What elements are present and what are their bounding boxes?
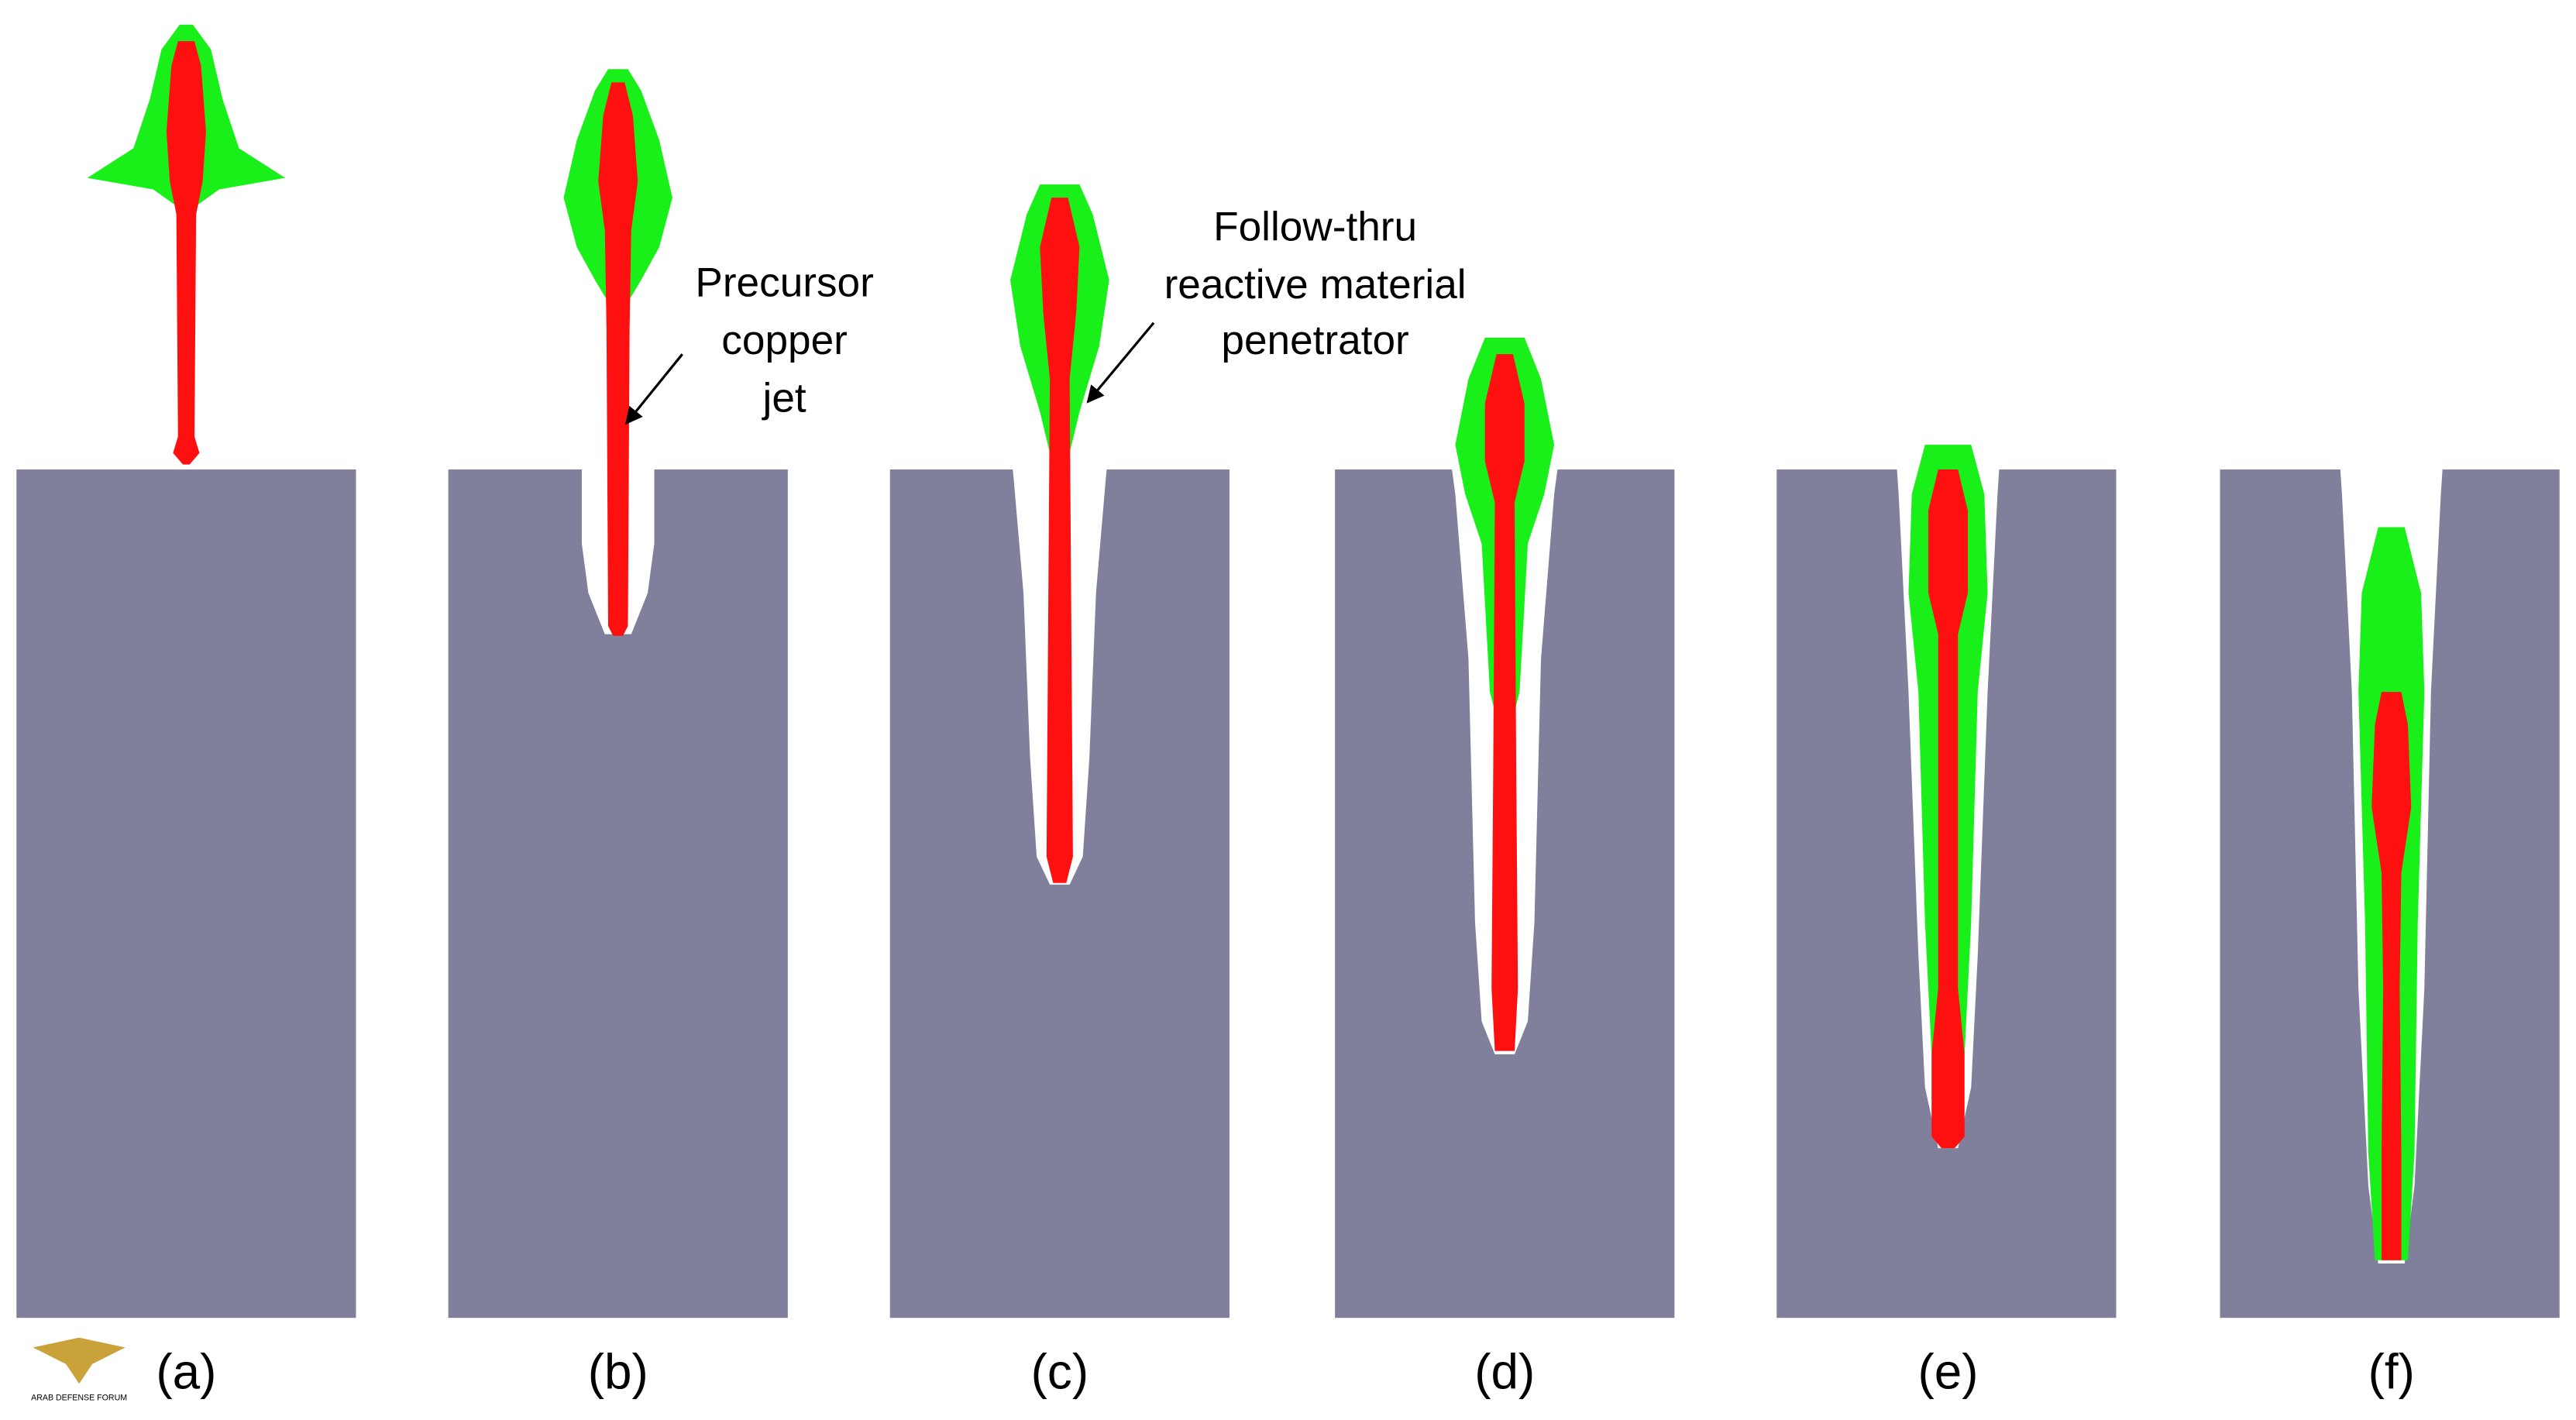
- panel-label: (c): [1031, 1344, 1089, 1400]
- panel-label: (d): [1474, 1344, 1535, 1400]
- annotation-line: penetrator: [1221, 318, 1408, 363]
- panels: (a) (b) (c) (d) (e) (f): [16, 24, 2560, 1400]
- copper-jet: [2371, 692, 2412, 1260]
- arrow: [1086, 321, 1155, 404]
- panel-label: (a): [156, 1344, 216, 1400]
- panel-label: (b): [588, 1344, 648, 1400]
- target-block: [16, 469, 356, 1319]
- annotation-line: reactive material: [1164, 262, 1467, 308]
- arrow: [624, 353, 683, 425]
- copper-jet: [1928, 469, 1969, 1149]
- copper-jet: [166, 41, 206, 465]
- annotation-line: jet: [762, 376, 807, 421]
- annotation-line: copper: [721, 318, 848, 363]
- copper-jet: [1040, 198, 1080, 883]
- annotation-line: Follow-thru: [1213, 204, 1417, 249]
- watermark: ARAB DEFENSE FORUM: [31, 1337, 127, 1402]
- panel-label: (e): [1917, 1344, 1978, 1400]
- copper-jet: [1484, 354, 1525, 1051]
- annotation-precursor: Precursor copper jet: [624, 260, 874, 425]
- annotation-line: Precursor: [695, 260, 873, 306]
- logo: [33, 1337, 126, 1384]
- panel-label: (f): [2368, 1344, 2415, 1400]
- watermark-text: ARAB DEFENSE FORUM: [31, 1393, 127, 1402]
- copper-jet: [598, 82, 638, 636]
- annotation-follow-thru: Follow-thru reactive material penetrator: [1086, 204, 1467, 404]
